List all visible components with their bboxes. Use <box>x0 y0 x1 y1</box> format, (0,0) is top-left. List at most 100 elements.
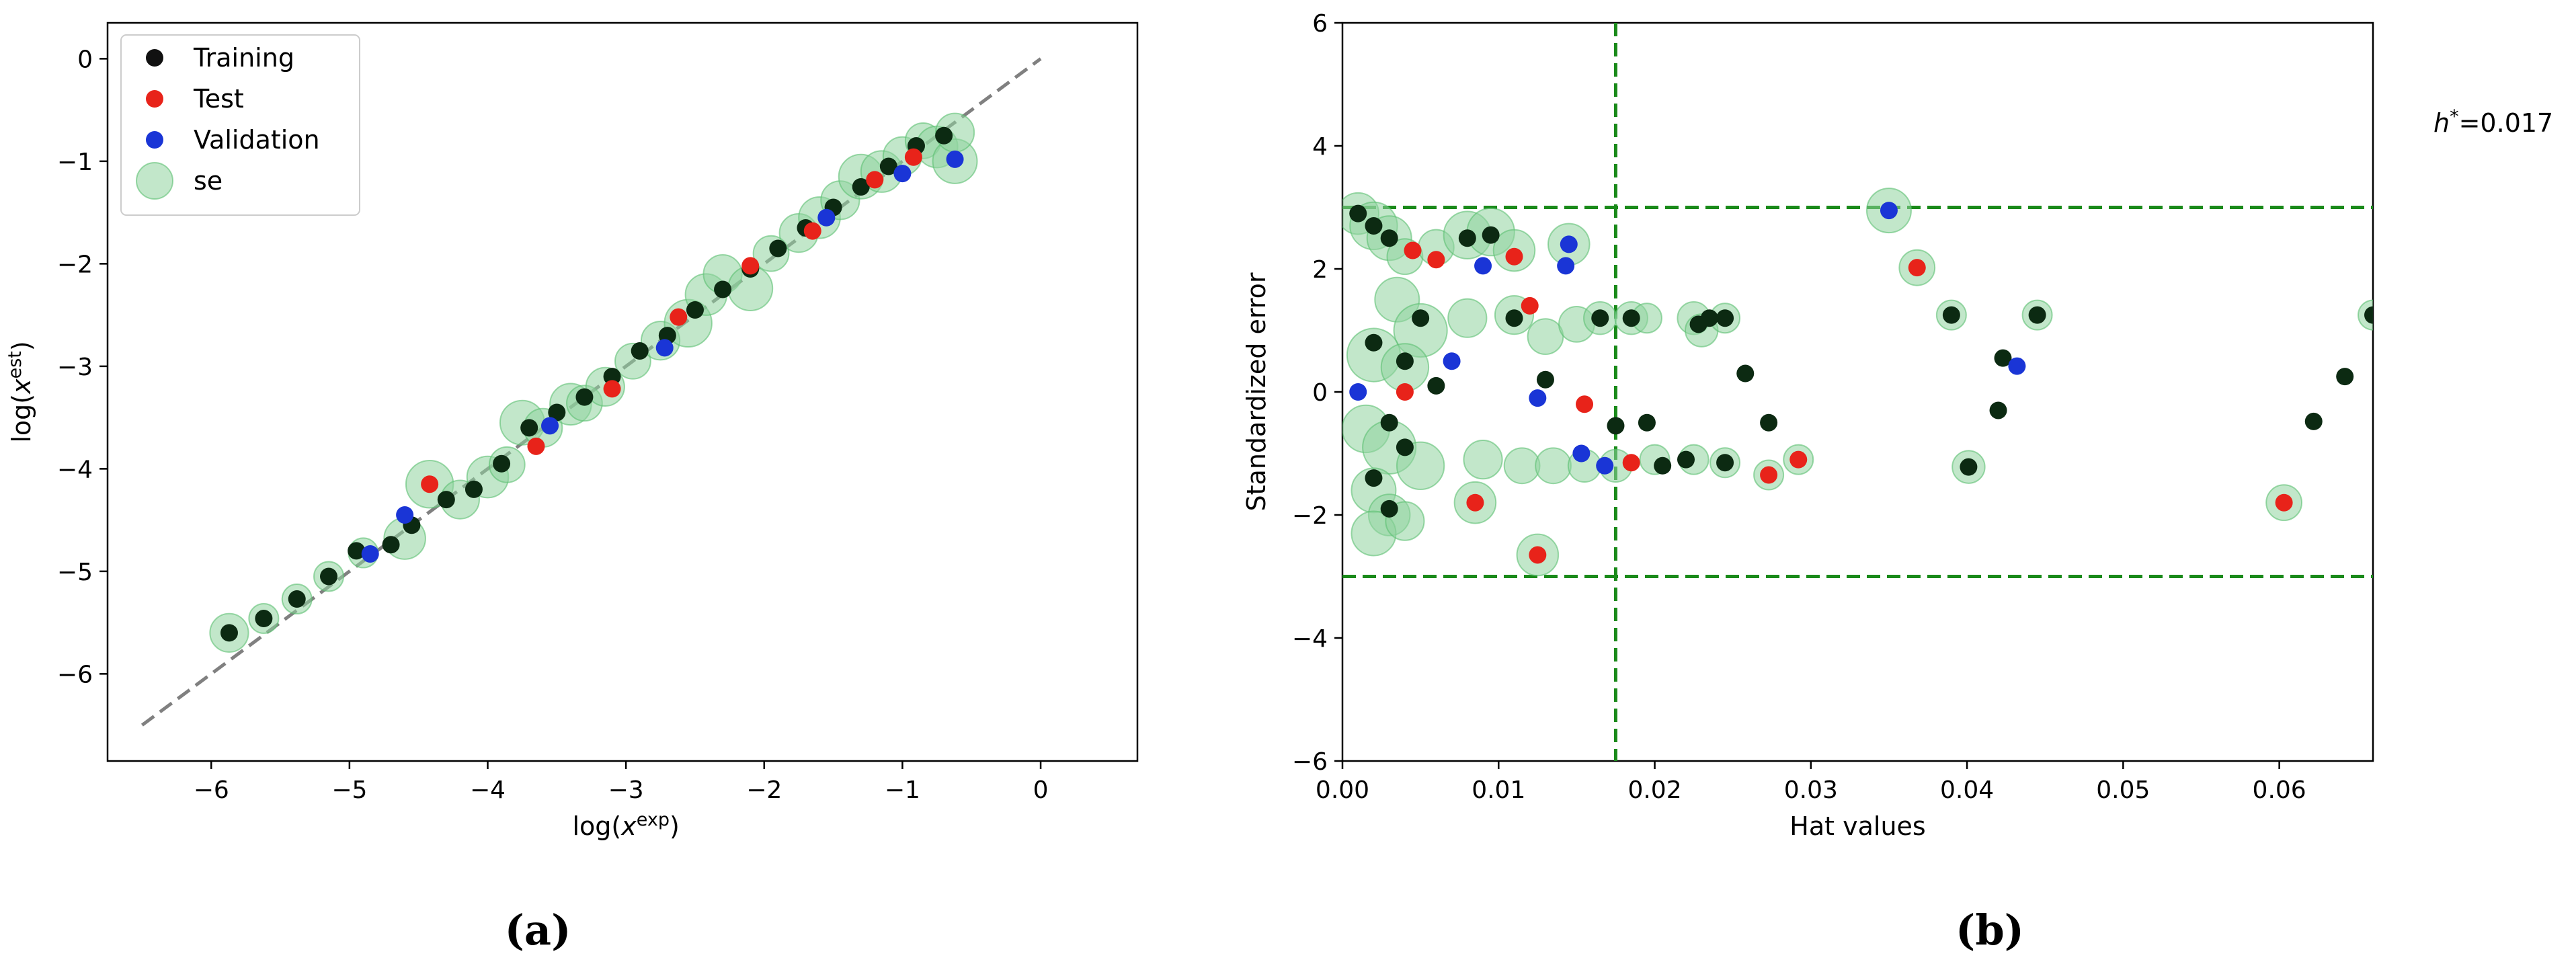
point-test <box>1521 296 1539 315</box>
point-training <box>348 542 366 560</box>
point-training <box>1638 413 1656 432</box>
point-training <box>2028 306 2046 324</box>
y-tick-label: −1 <box>57 149 93 176</box>
legend-box <box>120 34 360 216</box>
point-training <box>1942 306 1960 324</box>
legend-label: Validation <box>194 125 320 155</box>
point-test <box>527 437 545 455</box>
point-training <box>1591 309 1609 327</box>
y-tick-label: −2 <box>57 251 93 278</box>
x-axis-label: Hat values <box>1789 811 1925 841</box>
point-training <box>686 301 704 319</box>
point-validation <box>361 545 379 563</box>
point-test <box>1789 450 1808 469</box>
y-tick-label: −5 <box>57 559 93 586</box>
point-training <box>575 388 594 406</box>
point-test <box>803 222 821 240</box>
point-training <box>548 403 566 422</box>
point-se <box>1503 447 1541 485</box>
point-training <box>320 567 338 586</box>
panel-label: (a) <box>505 906 571 955</box>
x-tick-label: −1 <box>885 776 920 804</box>
point-training <box>1482 226 1500 244</box>
point-validation <box>1443 352 1461 370</box>
point-test <box>1427 251 1445 269</box>
panel-label: (b) <box>1956 906 2024 955</box>
point-training <box>879 157 897 175</box>
point-validation <box>1474 257 1492 275</box>
point-training <box>1960 458 1978 476</box>
point-training <box>1607 417 1625 435</box>
point-test <box>1396 383 1414 401</box>
point-training <box>1427 376 1445 395</box>
point-training <box>935 126 953 145</box>
x-axis-label: log(xexp) <box>572 809 679 841</box>
point-training <box>437 491 455 509</box>
point-validation <box>1596 456 1614 475</box>
point-training <box>1380 229 1398 247</box>
y-tick-label: 6 <box>1312 10 1328 38</box>
point-training <box>714 280 732 298</box>
point-training <box>493 454 511 473</box>
point-training <box>1365 469 1383 487</box>
y-tick-label: 2 <box>1312 256 1328 284</box>
point-training <box>852 178 870 196</box>
legend-marker-se <box>136 162 173 200</box>
legend-marker-validation <box>146 131 163 149</box>
point-training <box>1700 309 1718 327</box>
point-se <box>1527 318 1564 356</box>
point-training <box>288 590 306 608</box>
point-training <box>1716 309 1734 327</box>
y-tick-label: −3 <box>57 354 93 381</box>
x-tick-label: 0.03 <box>1784 776 1838 804</box>
x-tick-label: 0.02 <box>1627 776 1681 804</box>
plot-frame <box>1341 22 2374 762</box>
point-se <box>1463 440 1503 480</box>
legend-marker-training <box>146 49 163 67</box>
point-training <box>1396 438 1414 456</box>
y-tick-label: −6 <box>1292 748 1328 776</box>
point-test <box>670 308 688 326</box>
point-training <box>1505 309 1523 327</box>
point-training <box>769 239 787 257</box>
point-training <box>1716 454 1734 472</box>
y-tick-label: 4 <box>1312 133 1328 161</box>
point-test <box>1622 454 1640 472</box>
point-training <box>1760 413 1778 432</box>
y-tick-label: −6 <box>57 661 93 688</box>
point-test <box>741 257 760 275</box>
point-training <box>255 610 273 628</box>
point-validation <box>541 417 559 435</box>
point-se <box>1535 447 1572 485</box>
point-training <box>2304 412 2323 430</box>
x-tick-label: −6 <box>194 776 229 804</box>
point-test <box>904 148 922 166</box>
point-validation <box>893 165 912 183</box>
point-test <box>2275 493 2293 512</box>
threshold-annotation: h*=0.017 <box>2433 106 2553 138</box>
x-tick-label: 0 <box>1033 776 1049 804</box>
plot-frame <box>106 22 1139 762</box>
y-tick-label: −4 <box>1292 625 1328 653</box>
y-tick-label: 0 <box>77 46 93 73</box>
point-test <box>603 380 621 398</box>
point-training <box>631 342 649 360</box>
point-training <box>465 480 483 498</box>
point-test <box>1576 395 1594 413</box>
point-test <box>1908 259 1926 277</box>
point-training <box>1458 229 1476 247</box>
y-axis-label: log(xest) <box>5 341 36 442</box>
point-training <box>1365 333 1383 352</box>
legend-label: Test <box>193 84 244 114</box>
y-tick-label: 0 <box>1312 379 1328 407</box>
point-validation <box>1560 235 1578 253</box>
x-tick-label: −4 <box>470 776 506 804</box>
plot-area <box>1342 23 2373 761</box>
legend-label: se <box>194 166 223 196</box>
point-validation <box>655 339 674 357</box>
chart-panel-b: 0.00 0.01 0.02 0.03 0.04 0.05 0.06 6 4 2 0 −2 −4 −6 Ha… <box>1242 10 2553 955</box>
legend: Training Test Validation se <box>120 34 360 216</box>
point-training <box>1412 309 1430 327</box>
point-training <box>1365 216 1383 235</box>
point-training <box>1654 456 1672 475</box>
